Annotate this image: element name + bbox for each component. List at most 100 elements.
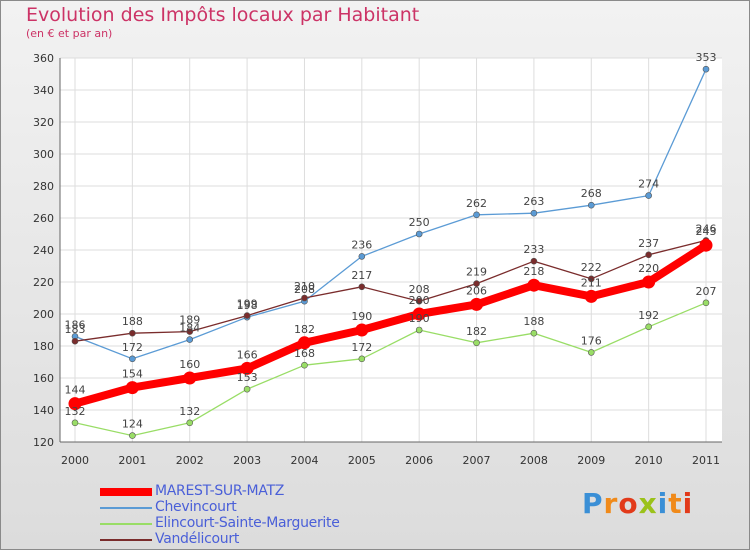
data-label-elincourt-sainte-marguerite: 188 — [523, 315, 544, 328]
data-label-marest-sur-matz: 182 — [294, 323, 315, 336]
y-tick-label: 120 — [33, 436, 54, 449]
data-point-elincourt-sainte-marguerite — [129, 432, 136, 439]
data-label-elincourt-sainte-marguerite: 207 — [696, 285, 717, 298]
data-label-elincourt-sainte-marguerite: 132 — [65, 405, 86, 418]
series-line-vand-licourt — [74, 239, 707, 342]
y-tick-label: 260 — [33, 212, 54, 225]
data-label-marest-sur-matz: 211 — [581, 276, 602, 289]
data-point-marest-sur-matz — [699, 238, 713, 252]
data-point-elincourt-sainte-marguerite — [358, 355, 366, 363]
x-tick-label: 2000 — [61, 454, 89, 467]
x-tick-label: 2009 — [577, 454, 605, 467]
data-point-marest-sur-matz — [240, 361, 254, 375]
proxiti-logo: Proxiti — [582, 487, 693, 520]
data-label-marest-sur-matz: 144 — [65, 384, 86, 397]
axes: 120 140 160 180 200 220 240 260 280 300 320 340 360 2… — [33, 52, 722, 467]
data-point-elincourt-sainte-marguerite — [587, 349, 595, 356]
data-point-vand-licourt — [645, 251, 652, 259]
data-label-marest-sur-matz: 200 — [409, 294, 430, 307]
data-point-chevincourt — [415, 230, 423, 238]
legend-label: MAREST-SUR-MATZ — [155, 483, 284, 499]
data-label-elincourt-sainte-marguerite: 192 — [638, 309, 659, 322]
data-label-chevincourt: 236 — [351, 238, 372, 251]
y-tick-label: 160 — [33, 372, 54, 385]
logo-letter: r — [603, 487, 619, 520]
data-point-marest-sur-matz — [125, 381, 139, 395]
logo-letter: o — [618, 487, 639, 520]
data-point-marest-sur-matz — [527, 278, 541, 292]
legend-swatch — [100, 507, 152, 509]
data-label-chevincourt: 208 — [294, 283, 315, 296]
x-tick-label: 2005 — [348, 454, 376, 467]
y-tick-label: 140 — [33, 404, 54, 417]
chart-title: Evolution des Impôts locaux par Habitant — [26, 4, 420, 26]
data-point-chevincourt — [358, 253, 366, 260]
data-label-vand-licourt: 188 — [122, 315, 143, 328]
y-tick-label: 320 — [33, 116, 54, 129]
data-label-chevincourt: 353 — [696, 51, 717, 64]
data-label-vand-licourt: 199 — [237, 298, 258, 311]
logo-letter: i — [682, 487, 694, 520]
data-label-chevincourt: 184 — [179, 322, 200, 335]
data-label-marest-sur-matz: 218 — [523, 265, 544, 278]
data-point-elincourt-sainte-marguerite — [243, 385, 251, 393]
data-label-vand-licourt: 222 — [581, 261, 602, 274]
y-tick-label: 220 — [33, 276, 54, 289]
data-point-chevincourt — [645, 192, 652, 199]
data-label-vand-licourt: 189 — [179, 314, 200, 327]
data-point-elincourt-sainte-marguerite — [415, 326, 423, 334]
data-point-chevincourt — [530, 209, 538, 217]
data-label-marest-sur-matz: 220 — [638, 262, 659, 275]
data-label-vand-licourt: 237 — [638, 237, 659, 250]
data-point-vand-licourt — [186, 328, 194, 335]
x-tick-label: 2006 — [405, 454, 433, 467]
data-point-marest-sur-matz — [584, 289, 598, 303]
data-label-marest-sur-matz: 243 — [696, 225, 717, 238]
y-tick-label: 180 — [33, 340, 54, 353]
y-tick-label: 360 — [33, 52, 54, 65]
data-point-elincourt-sainte-marguerite — [473, 339, 480, 347]
data-label-vand-licourt: 210 — [294, 280, 315, 293]
data-point-vand-licourt — [530, 257, 538, 265]
y-tick-label: 300 — [33, 148, 54, 161]
data-label-vand-licourt: 217 — [351, 269, 372, 282]
data-point-vand-licourt — [71, 337, 79, 345]
data-point-chevincourt — [702, 65, 710, 73]
logo-letter: t — [668, 487, 683, 520]
legend-swatch — [100, 523, 152, 525]
x-tick-label: 2007 — [463, 454, 491, 467]
data-label-vand-licourt: 208 — [409, 283, 430, 296]
series-line-chevincourt — [74, 68, 707, 360]
data-label-elincourt-sainte-marguerite: 176 — [581, 334, 602, 347]
data-label-chevincourt: 268 — [581, 187, 602, 200]
x-tick-label: 2011 — [692, 454, 720, 467]
data-point-marest-sur-matz — [297, 336, 311, 350]
data-point-elincourt-sainte-marguerite — [186, 419, 194, 427]
logo-letter: P — [582, 487, 604, 520]
data-labels: 186 172 184 198 208 236 250 262 263 268 274 353 132 1… — [65, 51, 717, 430]
data-label-marest-sur-matz: 160 — [179, 358, 200, 371]
data-label-vand-licourt: 246 — [696, 222, 717, 235]
data-point-chevincourt — [186, 336, 194, 343]
y-tick-label: 240 — [33, 244, 54, 257]
data-label-chevincourt: 262 — [466, 197, 487, 210]
data-point-vand-licourt — [587, 275, 595, 283]
data-point-marest-sur-matz — [355, 323, 369, 337]
legend-label: Elincourt-Sainte-Marguerite — [155, 515, 340, 531]
data-label-elincourt-sainte-marguerite: 182 — [466, 325, 487, 338]
x-tick-label: 2008 — [520, 454, 548, 467]
y-tick-label: 340 — [33, 84, 54, 97]
data-label-chevincourt: 274 — [638, 178, 659, 191]
legend-label: Chevincourt — [155, 499, 237, 515]
data-point-marest-sur-matz — [470, 297, 484, 311]
data-point-elincourt-sainte-marguerite — [301, 361, 308, 369]
data-label-elincourt-sainte-marguerite: 124 — [122, 418, 143, 431]
data-label-vand-licourt: 183 — [65, 323, 86, 336]
data-label-marest-sur-matz: 206 — [466, 284, 487, 297]
x-tick-label: 2003 — [233, 454, 261, 467]
data-point-chevincourt — [129, 355, 136, 363]
data-point-elincourt-sainte-marguerite — [530, 329, 538, 337]
data-point-elincourt-sainte-marguerite — [645, 323, 652, 331]
data-point-vand-licourt — [301, 294, 308, 302]
